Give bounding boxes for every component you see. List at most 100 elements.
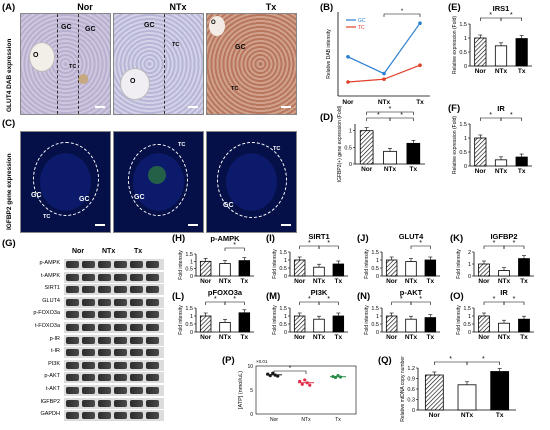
bar-L-ntx	[219, 321, 231, 333]
blot-band	[82, 298, 95, 306]
micro-title-nor: Nor	[77, 2, 93, 12]
sig-star-B: *	[401, 9, 404, 15]
sig-star-F: *	[510, 112, 513, 119]
xtick-label-Q: Nor	[429, 412, 441, 419]
label-gc: GC	[144, 22, 155, 29]
blot-band	[130, 336, 143, 344]
label-tc: TC	[178, 142, 186, 148]
chart-title-M: PI3K	[311, 288, 328, 297]
xtick-label-D: Nor	[361, 166, 373, 173]
xtick-label-F: Tx	[518, 168, 526, 175]
blot-band	[114, 374, 127, 382]
blot-band	[66, 412, 79, 420]
scale-bar	[281, 106, 291, 108]
xtick-label-E: NTx	[495, 68, 508, 75]
ytick-label-D: 0	[349, 162, 352, 168]
sig-star-I: *	[308, 240, 311, 247]
boundary-dashes	[57, 14, 79, 114]
ytick-label-E: 1	[464, 36, 467, 42]
blot-row-label: SIRT1	[44, 285, 61, 292]
blot-header-nor: Nor	[72, 248, 85, 255]
sig-bracket-E	[500, 17, 522, 21]
sig-star-Q: *	[449, 356, 452, 363]
blot-band	[98, 374, 111, 382]
scale-bar	[188, 224, 198, 226]
ytick-label-J: 1	[376, 258, 379, 264]
panel-label-c: (C)	[2, 118, 16, 129]
micro-title-tx: Tx	[265, 2, 277, 12]
ytick-label-F: 0.5	[459, 150, 467, 156]
blot-band	[114, 273, 127, 281]
micrograph-nor-dab: O GC GC TC	[20, 13, 111, 115]
sig-star-D: *	[377, 112, 380, 119]
micrograph-ntx-dab: O GC TC	[113, 13, 204, 115]
chart-title-L: pFOXO3a	[208, 288, 243, 297]
ytick-label-M: 1	[284, 314, 287, 320]
sig-star-P: *	[289, 366, 292, 372]
ytick-label-K: 0	[468, 274, 471, 280]
micrograph-ntx-igfbp2: TC GC	[113, 131, 204, 233]
sig-star-K: *	[493, 240, 496, 247]
ylabel-D: IGFBP2(+) gene expression (Fold)	[337, 105, 343, 182]
blot-band	[82, 261, 95, 268]
scale-bar	[95, 106, 105, 108]
blot-band	[146, 399, 159, 407]
oocyte-shape	[209, 16, 225, 36]
blot-band	[146, 361, 159, 369]
yunit-P: ×0.01	[256, 359, 268, 364]
blot-band	[146, 374, 159, 382]
blot-band	[66, 336, 79, 344]
sig-star-M: *	[327, 296, 330, 303]
sig-bracket-O	[503, 301, 525, 305]
bar-J-ntx	[405, 261, 417, 277]
sig-star-E: *	[489, 12, 492, 19]
ytick-label-L: 0.5	[185, 322, 193, 328]
bar-H-ntx	[219, 263, 231, 277]
sig-star-D: *	[389, 106, 392, 113]
chart-title-I: SIRT1	[308, 232, 329, 241]
ytick-label-K: 1	[468, 262, 471, 268]
blot-band	[66, 349, 79, 357]
bar-J-tx	[424, 259, 437, 277]
sig-star-L: *	[233, 296, 236, 303]
legend-label-tc: TC	[358, 25, 365, 31]
chart-title-E: IRS1	[493, 4, 510, 13]
blot-band	[114, 349, 127, 357]
blot-row-label: p-AKT	[44, 373, 60, 380]
xtick-label-M: Tx	[335, 334, 343, 341]
bar-D-tx	[406, 142, 421, 165]
blot-row-label: t-AMPK	[41, 272, 60, 279]
xtick-label-J: Tx	[427, 278, 435, 285]
bar-M-tx	[332, 315, 345, 333]
blot-row-label: p-FOXO3a	[33, 310, 60, 317]
blot-band	[114, 336, 127, 344]
panel-label-p: (P)	[222, 355, 235, 366]
ytick-label-J: 0	[376, 274, 379, 280]
label-gc: GC	[235, 44, 246, 51]
sig-bracket-N	[410, 301, 431, 305]
blot-band	[130, 286, 143, 294]
blot-band	[130, 349, 143, 357]
blot-band	[130, 273, 143, 281]
bar-L-tx	[238, 312, 251, 333]
ylabel-B: Relative DAB intensity	[326, 29, 332, 79]
bar-F-tx	[515, 156, 528, 167]
blot-band	[146, 349, 159, 357]
panel-label-d: (D)	[320, 112, 334, 123]
blot-band	[114, 298, 127, 306]
sig-bracket-B	[383, 13, 421, 17]
sig-bracket-D	[366, 111, 414, 115]
ytick-label-O: 0	[468, 330, 471, 336]
ytick-label-F: 1.5	[459, 122, 467, 128]
series-point-gc	[382, 71, 386, 76]
ytick-label-P: 0	[250, 412, 253, 418]
legend-label-gc: GC	[358, 18, 366, 24]
bar-O-tx	[518, 318, 530, 333]
blot-band	[114, 261, 127, 268]
xtick-label-J: NTx	[405, 278, 418, 285]
chart-title-F: IR	[497, 104, 505, 113]
label-gc: GC	[31, 192, 42, 199]
xtick-label-I: NTx	[313, 278, 326, 285]
sig-star-J: *	[419, 240, 422, 247]
